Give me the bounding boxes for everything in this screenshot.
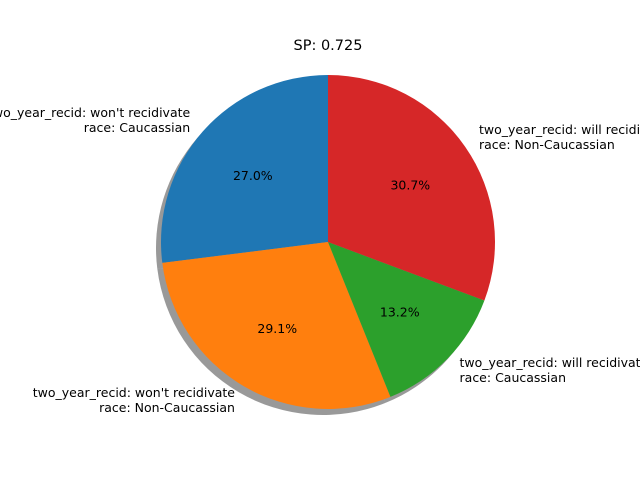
chart-title: SP: 0.725 xyxy=(294,38,363,54)
pie-percent-labels: 27.0% 29.1% 13.2% 30.7% xyxy=(233,168,430,336)
pie-slice-label: two_year_recid: won't recidivate race: No… xyxy=(33,385,236,415)
pie-slice-label: two_year_recid: won't recidivate race: Ca… xyxy=(0,105,191,135)
pie-slice-percent-label: 30.7% xyxy=(390,177,430,192)
pie-slice-layer xyxy=(161,75,496,409)
pie-slice-label-line: race: Non-Caucassian xyxy=(99,400,235,415)
pie-slice-label: two_year_recid: will recidivate race: Cau… xyxy=(460,355,640,385)
pie-slice-label-line: race: Caucassian xyxy=(84,120,190,135)
pie-slice-label-line: two_year_recid: will recidivate xyxy=(460,355,640,370)
pie-slice-label-line: two_year_recid: will recidivate xyxy=(479,122,640,137)
pie-slice-1 xyxy=(161,75,328,263)
pie-slice-4 xyxy=(328,75,496,301)
pie-slice-label-line: race: Caucassian xyxy=(460,370,566,385)
pie-slice-label-line: two_year_recid: won't recidivate xyxy=(0,105,191,120)
pie-slice-3 xyxy=(328,242,485,397)
pie-slice-percent-label: 29.1% xyxy=(257,321,297,336)
pie-slice-percent-label: 13.2% xyxy=(380,304,420,319)
pie-slice-label-line: race: Non-Caucassian xyxy=(479,137,615,152)
pie-slice-2 xyxy=(162,242,391,409)
pie-slice-label-line: two_year_recid: won't recidivate xyxy=(33,385,236,400)
pie-slice-labels: two_year_recid: won't recidivate race: Ca… xyxy=(0,105,640,415)
pie-slice-percent-label: 27.0% xyxy=(233,168,273,183)
